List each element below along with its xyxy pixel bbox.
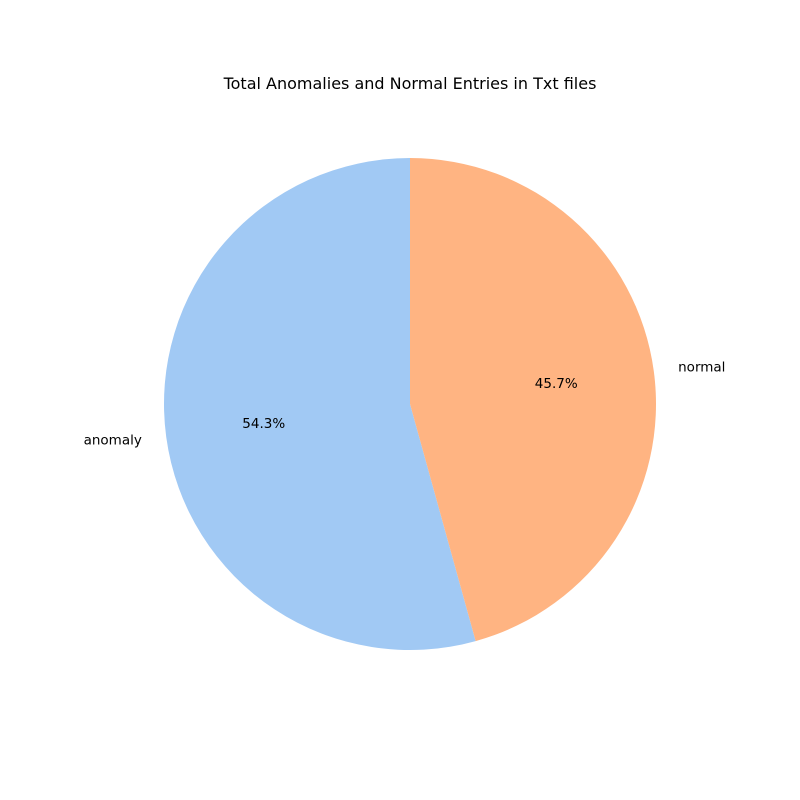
pie-slices [164, 158, 657, 650]
pie-labels: anomaly 54.3% normal 45.7% [84, 360, 726, 449]
slice-percent-anomaly: 54.3% [242, 416, 285, 432]
pie-slice-anomaly [164, 158, 476, 650]
slice-percent-normal: 45.7% [535, 376, 578, 392]
slice-label-normal: normal [678, 360, 725, 376]
chart-title: Total Anomalies and Normal Entries in Tx… [223, 74, 597, 93]
slice-label-anomaly: anomaly [84, 432, 142, 448]
pie-slice-normal [410, 158, 657, 642]
